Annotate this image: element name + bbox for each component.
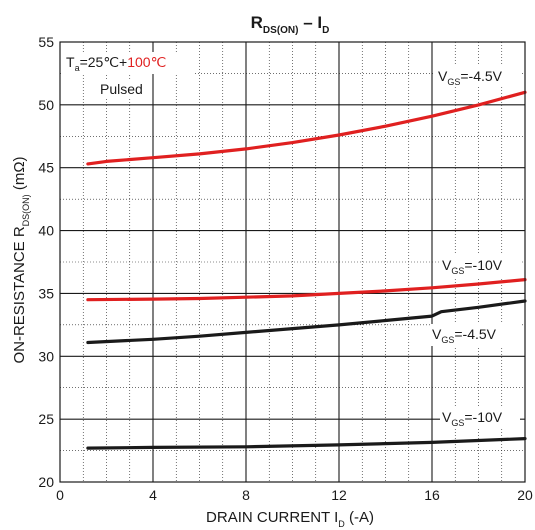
y-tick-label: 30 <box>38 348 54 364</box>
x-axis-label: DRAIN CURRENT ID (-A) <box>206 509 374 529</box>
ta-mid: =25℃+ <box>80 54 128 70</box>
series-label-4: VGS=-10V <box>440 407 520 429</box>
chart-title: RDS(ON) – ID <box>251 13 330 36</box>
plot-frame <box>59 41 526 483</box>
y-tick-label: 35 <box>38 285 54 301</box>
ta-annotation: Ta=25℃+100℃ <box>66 54 166 73</box>
x-tick-labels: 0 4 8 12 16 20 <box>56 487 533 503</box>
ta-red: 100℃ <box>127 54 166 70</box>
x-tick-label: 0 <box>56 487 64 503</box>
svg-text:VGS=-10V: VGS=-10V <box>442 257 503 276</box>
y-tick-label: 50 <box>38 97 54 113</box>
y-tick-label: 25 <box>38 411 54 427</box>
series-label-1: VGS=-4.5V <box>434 64 522 87</box>
x-tick-label: 20 <box>517 487 533 503</box>
series-label-3: VGS=-4.5V <box>430 324 520 346</box>
series-line-4 <box>86 437 527 450</box>
svg-text:VGS=-10V: VGS=-10V <box>442 409 503 428</box>
pulsed-bg <box>96 79 152 99</box>
x-tick-label: 16 <box>424 487 440 503</box>
y-tick-label: 20 <box>38 474 54 490</box>
series-line-2 <box>86 278 527 302</box>
series-line-3 <box>86 299 527 345</box>
svg-text:VGS=-4.5V: VGS=-4.5V <box>438 68 503 87</box>
title-sep: – I <box>298 13 322 32</box>
x-tick-label: 8 <box>242 487 250 503</box>
series-line-1 <box>86 90 527 166</box>
ta-sub: a <box>75 63 80 73</box>
ta-annotation-bg <box>63 52 193 74</box>
pulsed-label: Pulsed <box>100 81 143 97</box>
series-lines <box>86 90 527 450</box>
series-label-2: VGS=-10V <box>440 255 520 277</box>
title-main: R <box>251 13 263 32</box>
y-axis-label: ON-RESISTANCE RDS(ON) (mΩ) <box>11 156 31 363</box>
y-tick-label: 40 <box>38 223 54 239</box>
y-tick-label: 45 <box>38 160 54 176</box>
x-tick-label: 12 <box>331 487 347 503</box>
y-tick-labels: 20 25 30 35 40 45 50 55 <box>38 34 54 490</box>
title-sub1: DS(ON) <box>263 25 299 36</box>
ta-prefix: T <box>66 54 75 70</box>
title-sub2: D <box>322 25 329 36</box>
y-tick-label: 55 <box>38 34 54 50</box>
x-tick-label: 4 <box>149 487 157 503</box>
svg-text:VGS=-4.5V: VGS=-4.5V <box>432 326 497 345</box>
